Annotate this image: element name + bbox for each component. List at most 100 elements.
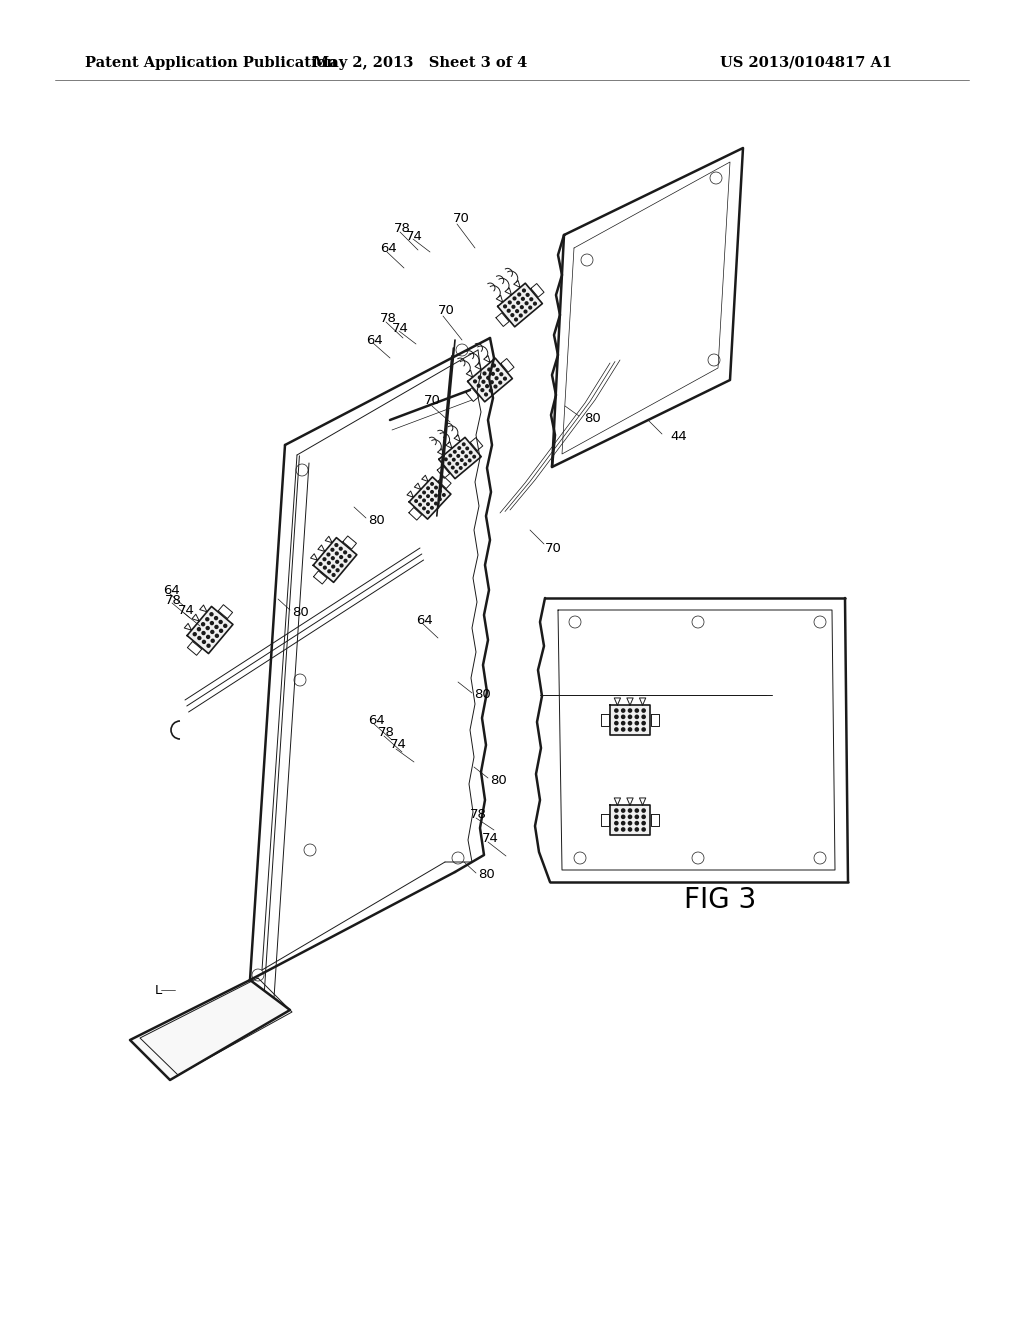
- Circle shape: [430, 482, 434, 486]
- Circle shape: [621, 709, 626, 713]
- Circle shape: [465, 446, 469, 450]
- Circle shape: [635, 709, 639, 713]
- Text: 64: 64: [163, 583, 180, 597]
- Circle shape: [485, 384, 489, 388]
- Circle shape: [477, 375, 482, 380]
- Circle shape: [524, 301, 528, 305]
- Polygon shape: [610, 705, 650, 735]
- Circle shape: [511, 305, 515, 309]
- Circle shape: [490, 372, 495, 376]
- Circle shape: [438, 490, 442, 494]
- Circle shape: [443, 457, 447, 461]
- Circle shape: [635, 828, 639, 832]
- Circle shape: [430, 498, 434, 502]
- Circle shape: [207, 644, 211, 648]
- Circle shape: [503, 305, 507, 309]
- Circle shape: [494, 384, 498, 388]
- Text: 80: 80: [584, 412, 601, 425]
- Circle shape: [339, 554, 343, 560]
- Circle shape: [215, 634, 219, 638]
- Circle shape: [516, 301, 520, 305]
- Circle shape: [525, 293, 529, 297]
- Circle shape: [635, 714, 639, 719]
- Text: 80: 80: [474, 689, 490, 701]
- Text: 64: 64: [366, 334, 383, 346]
- Circle shape: [202, 640, 206, 644]
- Circle shape: [193, 632, 197, 636]
- Circle shape: [517, 293, 521, 297]
- Text: 80: 80: [292, 606, 309, 619]
- Circle shape: [489, 380, 494, 384]
- Circle shape: [641, 721, 646, 726]
- Circle shape: [214, 616, 218, 620]
- Polygon shape: [313, 537, 356, 582]
- Circle shape: [327, 552, 331, 557]
- Circle shape: [327, 569, 332, 573]
- Circle shape: [451, 466, 455, 470]
- Circle shape: [414, 499, 418, 503]
- Circle shape: [641, 727, 646, 731]
- Circle shape: [635, 727, 639, 731]
- Circle shape: [523, 309, 527, 314]
- Circle shape: [621, 727, 626, 731]
- Circle shape: [335, 552, 339, 556]
- Circle shape: [514, 317, 518, 322]
- Circle shape: [614, 714, 618, 719]
- Text: 74: 74: [406, 230, 423, 243]
- Polygon shape: [439, 437, 481, 479]
- Circle shape: [422, 491, 426, 495]
- Circle shape: [460, 458, 464, 462]
- Circle shape: [334, 543, 339, 546]
- Circle shape: [202, 631, 206, 635]
- Circle shape: [343, 550, 347, 554]
- Circle shape: [486, 376, 490, 380]
- Circle shape: [434, 494, 438, 498]
- Circle shape: [484, 392, 488, 396]
- Circle shape: [520, 305, 524, 309]
- Circle shape: [512, 297, 516, 301]
- Polygon shape: [187, 606, 232, 653]
- Circle shape: [463, 462, 467, 466]
- Circle shape: [458, 446, 461, 450]
- Circle shape: [323, 557, 327, 561]
- Circle shape: [426, 502, 430, 506]
- Circle shape: [510, 313, 514, 317]
- Text: 78: 78: [165, 594, 182, 606]
- Circle shape: [628, 721, 632, 726]
- Circle shape: [206, 626, 210, 630]
- Circle shape: [426, 494, 430, 498]
- Circle shape: [336, 568, 340, 573]
- Circle shape: [331, 556, 335, 560]
- Circle shape: [340, 564, 344, 568]
- Circle shape: [492, 363, 496, 367]
- Text: 64: 64: [416, 614, 433, 627]
- Circle shape: [614, 709, 618, 713]
- Circle shape: [521, 297, 525, 301]
- Circle shape: [201, 622, 205, 627]
- Circle shape: [219, 628, 223, 634]
- Circle shape: [434, 502, 438, 506]
- Text: 78: 78: [380, 312, 397, 325]
- Circle shape: [214, 624, 219, 630]
- Circle shape: [206, 635, 210, 639]
- Circle shape: [438, 498, 442, 502]
- Circle shape: [209, 612, 214, 616]
- Text: 80: 80: [368, 513, 385, 527]
- Text: 80: 80: [478, 869, 495, 882]
- Circle shape: [459, 466, 463, 470]
- Circle shape: [628, 808, 632, 813]
- Circle shape: [473, 379, 477, 384]
- Circle shape: [628, 714, 632, 719]
- Text: 64: 64: [368, 714, 385, 726]
- Text: 70: 70: [438, 304, 455, 317]
- Circle shape: [628, 828, 632, 832]
- Circle shape: [519, 313, 523, 318]
- Circle shape: [621, 814, 626, 820]
- Circle shape: [422, 499, 426, 503]
- Circle shape: [614, 727, 618, 731]
- Circle shape: [641, 828, 646, 832]
- Circle shape: [426, 486, 430, 490]
- Circle shape: [472, 454, 476, 458]
- Circle shape: [218, 620, 223, 624]
- Circle shape: [614, 814, 618, 820]
